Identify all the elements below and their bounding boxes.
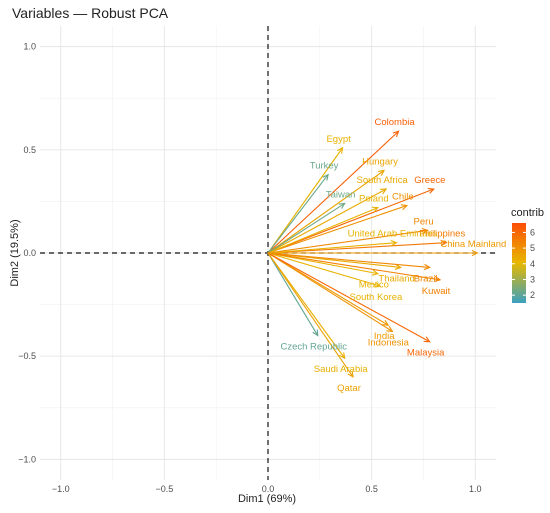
variable-arrow <box>267 242 397 254</box>
variable-arrow <box>267 252 378 275</box>
variable-arrow <box>267 252 381 287</box>
x-tick-label: 0.0 <box>262 484 275 494</box>
arrowhead <box>423 336 431 343</box>
arrowhead <box>371 269 380 276</box>
variable-label: Chile <box>392 192 414 203</box>
plot-panel: Colombia Egypt Hungary Turkey South Africa Gr… <box>40 26 506 480</box>
variable-arrow <box>267 252 354 378</box>
variable-arrow <box>267 252 441 281</box>
legend-tick-label: 3 <box>530 274 535 284</box>
variable-arrow <box>267 252 393 332</box>
variable-label: Brazil <box>414 273 438 284</box>
variable-label: Taiwan <box>326 189 356 200</box>
variable-label: Malaysia <box>407 348 445 359</box>
legend-tick-label: 4 <box>530 259 535 269</box>
variable-arrow <box>267 207 379 254</box>
variable-arrow <box>267 229 428 254</box>
variable-label: Saudi Arabia <box>314 364 369 375</box>
variable-label: China Mainland <box>440 239 506 250</box>
arrowhead <box>427 187 435 194</box>
y-tick-label: 0.5 <box>23 145 36 155</box>
variable-arrow <box>267 188 435 254</box>
variable-arrow <box>267 205 408 254</box>
variable-label: South Africa <box>357 175 409 186</box>
arrowhead <box>373 281 382 288</box>
variable-arrow <box>267 242 447 254</box>
variable-arrow <box>267 252 430 343</box>
variable-label: Thailand <box>378 273 414 284</box>
variable-label: Czech Republic <box>280 342 347 353</box>
arrowhead <box>400 204 409 211</box>
legend-ticks: 2 3 4 5 6 <box>512 227 535 300</box>
variable-arrows <box>267 130 479 378</box>
arrowhead <box>421 227 429 235</box>
arrowhead <box>471 249 479 257</box>
variable-label: Mexico <box>359 280 389 291</box>
arrowhead <box>394 263 402 270</box>
variable-label: Greece <box>414 175 445 186</box>
y-tick-label: −1.0 <box>18 454 36 464</box>
arrowhead <box>338 202 346 209</box>
arrowhead <box>423 263 431 271</box>
variable-label: Hungary <box>362 156 398 167</box>
variable-label: Egypt <box>326 134 351 145</box>
legend-tick-label: 6 <box>530 227 535 237</box>
legend-colorbar <box>512 223 526 303</box>
arrowhead <box>322 173 329 181</box>
x-axis-ticks: −1.0 −0.5 0.0 0.5 1.0 <box>52 484 482 494</box>
arrowhead <box>371 206 380 213</box>
y-axis-ticks: −1.0 −0.5 0.0 0.5 1.0 <box>18 42 36 465</box>
arrowhead <box>392 130 400 138</box>
arrowhead <box>386 326 394 333</box>
legend-tick-label: 2 <box>530 290 535 300</box>
variable-arrow <box>267 203 345 254</box>
variable-arrow <box>267 188 387 254</box>
variable-arrow <box>267 174 329 254</box>
arrowhead <box>380 188 388 195</box>
variable-arrow <box>267 147 344 254</box>
variable-label: Colombia <box>375 117 416 128</box>
legend-title: contrib <box>511 207 544 219</box>
y-axis-title: Dim2 (19.5%) <box>9 219 21 286</box>
chart-title: Variables — Robust PCA <box>12 5 169 21</box>
legend-tick-label: 5 <box>530 243 535 253</box>
variable-label: Peru <box>414 216 434 227</box>
arrowhead <box>382 319 390 326</box>
variable-label: South Korea <box>350 292 404 303</box>
x-tick-label: −0.5 <box>155 484 173 494</box>
y-tick-label: 1.0 <box>23 42 36 52</box>
arrowhead <box>440 239 448 247</box>
variable-arrow <box>267 252 319 336</box>
variable-labels: Colombia Egypt Hungary Turkey South Africa Gr… <box>280 117 506 394</box>
y-tick-label: 0.0 <box>23 248 36 258</box>
variable-label: United Arab Emirates <box>348 229 438 240</box>
arrowhead <box>390 240 398 247</box>
variable-label: India <box>374 331 395 342</box>
arrowhead <box>378 169 386 176</box>
arrowhead <box>434 275 442 283</box>
y-tick-label: −0.5 <box>18 351 36 361</box>
variable-arrow <box>267 130 399 254</box>
variable-arrow <box>267 170 385 254</box>
variable-label: Philippines <box>419 229 465 240</box>
x-tick-label: 1.0 <box>469 484 482 494</box>
variable-arrow <box>267 252 346 359</box>
variable-label: Kuwait <box>422 286 451 297</box>
contrib-legend: contrib 2 3 4 5 6 <box>511 207 544 303</box>
variable-label: Indonesia <box>368 337 410 348</box>
x-tick-label: 0.5 <box>365 484 378 494</box>
arrowhead <box>312 329 319 337</box>
arrowhead <box>347 370 354 378</box>
variable-label: Poland <box>359 194 389 205</box>
x-axis-title: Dim1 (69%) <box>238 493 296 505</box>
variable-arrow <box>267 252 430 268</box>
variable-label: Turkey <box>310 161 339 172</box>
arrowhead <box>337 146 344 154</box>
variable-label: Qatar <box>337 383 361 394</box>
x-tick-label: −1.0 <box>52 484 70 494</box>
arrowhead <box>339 352 346 360</box>
